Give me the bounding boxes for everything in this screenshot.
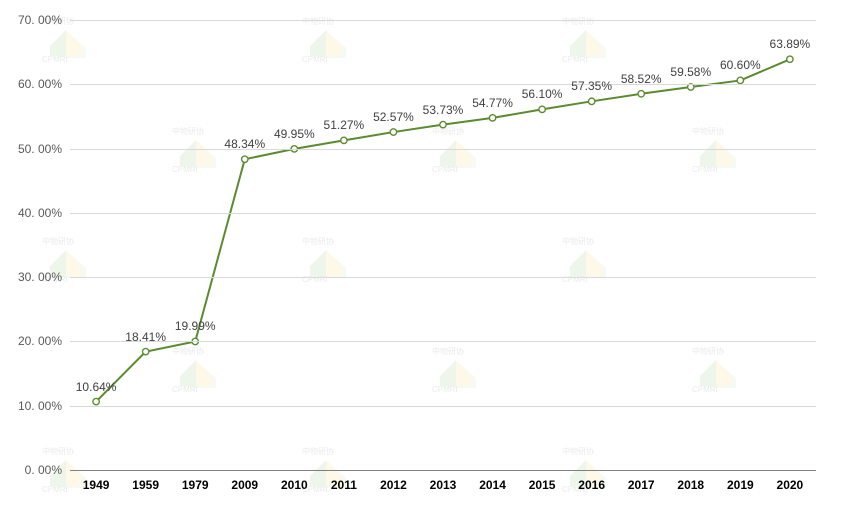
- x-axis-line: [70, 470, 816, 471]
- data-point: [93, 398, 99, 404]
- gridline: [70, 277, 816, 278]
- x-tick-label: 2012: [380, 478, 407, 492]
- x-tick-label: 2009: [231, 478, 258, 492]
- y-tick-label: 60. 00%: [18, 77, 62, 91]
- data-point: [787, 56, 793, 62]
- y-tick-label: 0. 00%: [25, 463, 62, 477]
- y-tick-label: 40. 00%: [18, 206, 62, 220]
- plot-area: 0. 00%10. 00%20. 00%30. 00%40. 00%50. 00…: [70, 20, 816, 470]
- data-point-label: 51.27%: [324, 118, 365, 132]
- gridline: [70, 406, 816, 407]
- data-point: [489, 115, 495, 121]
- data-point-label: 18.41%: [125, 330, 166, 344]
- data-point-label: 58.52%: [621, 72, 662, 86]
- x-tick-label: 1979: [182, 478, 209, 492]
- data-point-label: 57.35%: [571, 79, 612, 93]
- x-tick-label: 1959: [132, 478, 159, 492]
- data-point-label: 59.58%: [670, 65, 711, 79]
- x-tick-label: 2013: [430, 478, 457, 492]
- y-tick-label: 10. 00%: [18, 399, 62, 413]
- y-tick-label: 20. 00%: [18, 334, 62, 348]
- data-point: [588, 98, 594, 104]
- data-point-label: 60.60%: [720, 58, 761, 72]
- y-tick-label: 70. 00%: [18, 13, 62, 27]
- data-point-label: 52.57%: [373, 110, 414, 124]
- gridline: [70, 84, 816, 85]
- line-chart-svg: [70, 20, 816, 470]
- gridline: [70, 341, 816, 342]
- gridline: [70, 149, 816, 150]
- x-tick-label: 2020: [777, 478, 804, 492]
- data-point-label: 10.64%: [76, 380, 117, 394]
- x-tick-label: 2010: [281, 478, 308, 492]
- data-point-label: 19.99%: [175, 319, 216, 333]
- x-tick-label: 2016: [578, 478, 605, 492]
- x-tick-label: 2011: [331, 478, 357, 492]
- data-point: [390, 129, 396, 135]
- data-point-label: 63.89%: [770, 37, 811, 51]
- x-tick-label: 2014: [479, 478, 506, 492]
- y-tick-label: 50. 00%: [18, 142, 62, 156]
- x-tick-label: 2017: [628, 478, 655, 492]
- y-tick-label: 30. 00%: [18, 270, 62, 284]
- x-tick-label: 1949: [83, 478, 110, 492]
- data-point: [440, 121, 446, 127]
- data-point-label: 53.73%: [423, 103, 464, 117]
- chart-container: 中物研协CPMRI中物研协CPMRI中物研协CPMRI中物研协CPMRI中物研协…: [0, 0, 841, 526]
- data-point: [737, 77, 743, 83]
- x-tick-label: 2018: [677, 478, 704, 492]
- gridline: [70, 213, 816, 214]
- data-point: [539, 106, 545, 112]
- data-point: [341, 137, 347, 143]
- gridline: [70, 20, 816, 21]
- data-point-label: 54.77%: [472, 96, 513, 110]
- x-tick-label: 2019: [727, 478, 754, 492]
- data-point: [142, 348, 148, 354]
- data-point: [242, 156, 248, 162]
- data-point-label: 56.10%: [522, 87, 563, 101]
- data-point-label: 48.34%: [224, 137, 265, 151]
- data-point-label: 49.95%: [274, 127, 315, 141]
- data-point: [638, 91, 644, 97]
- x-tick-label: 2015: [529, 478, 556, 492]
